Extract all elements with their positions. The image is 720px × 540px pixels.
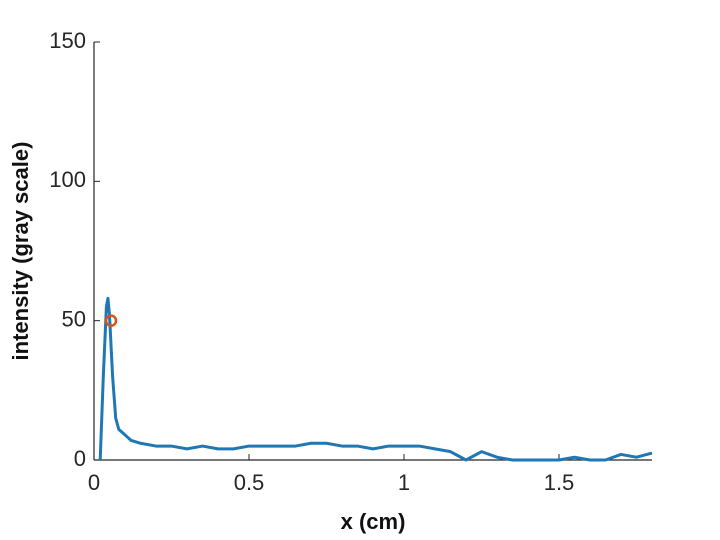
y-tick-label: 50 [62, 306, 86, 331]
y-axis-label: intensity (gray scale) [8, 142, 33, 361]
x-tick-label: 1 [398, 470, 410, 495]
y-tick-label: 100 [49, 167, 86, 192]
y-tick-label: 150 [49, 28, 86, 53]
y-tick-label: 0 [74, 446, 86, 471]
x-tick-label: 0 [88, 470, 100, 495]
x-tick-label: 0.5 [234, 470, 265, 495]
x-tick-label: 1.5 [544, 470, 575, 495]
marker-point [104, 314, 118, 327]
data-line [98, 296, 653, 462]
x-axis-label: x (cm) [341, 509, 406, 534]
